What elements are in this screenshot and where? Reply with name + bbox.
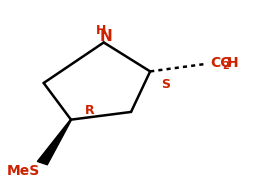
Text: H: H — [96, 24, 106, 37]
Polygon shape — [37, 119, 72, 165]
Text: R: R — [85, 103, 95, 117]
Text: H: H — [227, 56, 238, 70]
Text: CO: CO — [210, 56, 232, 70]
Text: N: N — [100, 29, 113, 44]
Text: 2: 2 — [222, 61, 229, 71]
Text: S: S — [161, 78, 170, 91]
Text: MeS: MeS — [7, 164, 40, 178]
